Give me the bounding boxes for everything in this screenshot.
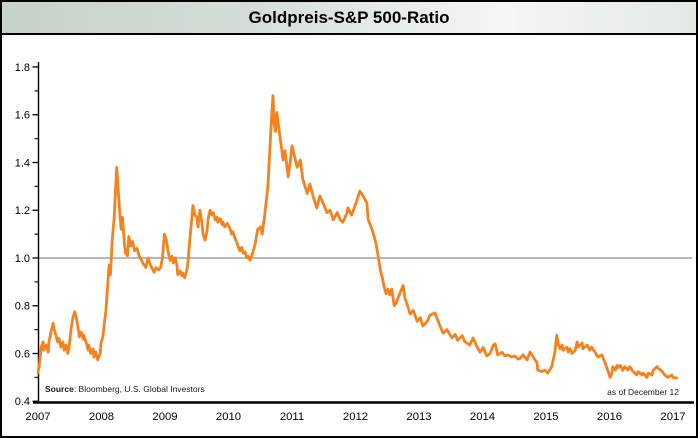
series-line <box>36 94 679 380</box>
x-tick-label: 2007 <box>25 411 50 423</box>
x-tick-label: 2013 <box>406 411 431 423</box>
y-tick-label: 1.4 <box>15 157 30 169</box>
source-label: Source <box>45 384 74 394</box>
chart-header: Goldpreis-S&P 500-Ratio <box>2 2 696 35</box>
y-tick-label: 0.6 <box>15 348 30 360</box>
x-tick-label: 2009 <box>152 411 177 423</box>
x-tick-label: 2015 <box>533 411 558 423</box>
page-title: Goldpreis-S&P 500-Ratio <box>248 7 450 27</box>
y-tick-label: 1.6 <box>15 110 30 122</box>
x-tick-label: 2016 <box>597 411 622 423</box>
y-tick-label: 1.8 <box>15 62 30 74</box>
x-tick-label: 2011 <box>280 411 304 423</box>
y-tick-label: 0.8 <box>15 301 30 313</box>
y-tick-label: 1.2 <box>15 205 30 217</box>
x-tick-label: 2012 <box>343 411 368 423</box>
x-tick-label: 2008 <box>89 411 114 423</box>
y-tick-label: 0.4 <box>15 396 30 408</box>
x-tick-label: 2014 <box>470 411 495 423</box>
source-note: Source: Bloomberg, U.S. Global Investors <box>45 384 205 394</box>
as-of-note: as of December 12 <box>607 387 679 397</box>
source-text: : Bloomberg, U.S. Global Investors <box>73 384 205 394</box>
x-tick-label: 2017 <box>660 411 685 423</box>
x-tick-label: 2010 <box>216 411 241 423</box>
y-tick-label: 1.0 <box>15 253 30 265</box>
